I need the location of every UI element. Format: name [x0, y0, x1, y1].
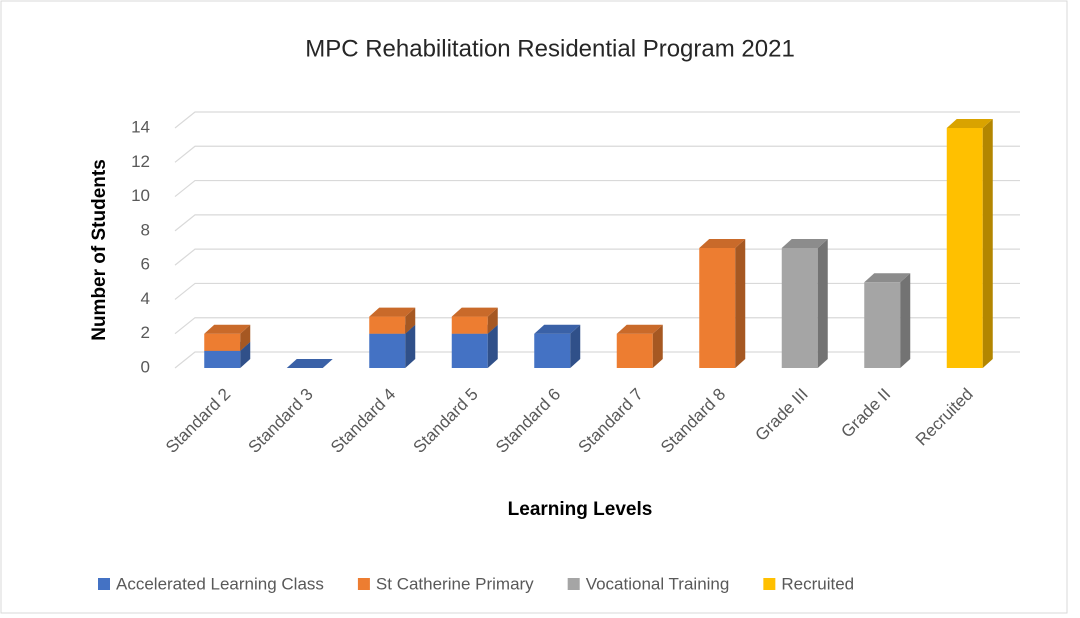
bar-segment — [699, 239, 746, 368]
bar-segment — [451, 307, 498, 334]
bar-top — [451, 307, 498, 317]
bar-segment — [946, 119, 993, 368]
bar-side — [240, 341, 251, 368]
y-tick-label: 4 — [141, 289, 150, 308]
bar-side — [735, 239, 746, 368]
bar-segment — [864, 273, 911, 368]
bar-top — [534, 324, 581, 334]
bar-side — [240, 324, 251, 351]
bar-front — [204, 333, 241, 351]
x-tick-label: Standard 4 — [327, 385, 399, 457]
bar-front — [864, 282, 901, 368]
y-tick-label: 14 — [131, 117, 150, 136]
bar-segment — [781, 239, 828, 368]
bar-segment — [534, 324, 581, 368]
bar-front — [699, 248, 736, 368]
grid-line — [174, 145, 1020, 163]
legend: Accelerated Learning Class St Catherine P… — [98, 574, 854, 593]
bar-front — [534, 333, 571, 368]
legend-swatch — [567, 578, 580, 590]
x-tick-label: Grade III — [752, 385, 812, 445]
bar-side — [487, 307, 498, 334]
bar-segment — [204, 324, 251, 351]
grid-line — [174, 111, 1020, 129]
legend-label: Vocational Training — [586, 574, 730, 593]
x-tick-label: Standard 7 — [574, 385, 646, 457]
bar-top — [204, 324, 251, 334]
x-tick-label: Standard 3 — [244, 385, 316, 457]
bar-side — [487, 324, 498, 368]
bar-side — [570, 324, 581, 368]
grid-line — [174, 248, 1020, 266]
y-tick-label: 8 — [141, 220, 150, 239]
bar-side — [900, 273, 911, 368]
chart-title: MPC Rehabilitation Residential Program 2… — [305, 35, 795, 62]
bar-side — [405, 307, 416, 334]
x-tick-label: Standard 6 — [492, 385, 564, 457]
bar-front — [451, 316, 488, 334]
bar-front — [451, 333, 488, 368]
bar-front — [946, 128, 983, 368]
y-tick-label: 6 — [141, 255, 150, 274]
x-tick-label: Grade II — [837, 385, 894, 442]
x-tick-label: Recruited — [912, 385, 977, 450]
bar-top — [616, 324, 663, 334]
bar-segment — [286, 359, 333, 368]
bar-front — [204, 350, 241, 368]
bar-side — [982, 119, 993, 368]
bar-side — [652, 324, 663, 368]
legend-swatch — [98, 578, 110, 590]
bar-segment — [616, 324, 663, 368]
x-tick-label: Standard 5 — [409, 385, 481, 457]
y-tick-label: 0 — [141, 357, 150, 376]
bar-side — [817, 239, 828, 368]
legend-label: Accelerated Learning Class — [116, 574, 324, 593]
x-axis-title: Learning Levels — [508, 499, 653, 520]
bar-front — [616, 333, 653, 368]
bar-top — [781, 239, 828, 248]
bar-side — [405, 324, 416, 368]
bar-segment — [369, 307, 416, 334]
bar-top — [946, 119, 993, 128]
bar-top — [864, 273, 911, 283]
legend-label: Recruited — [781, 574, 854, 593]
y-tick-label: 12 — [131, 152, 150, 171]
bar-front — [369, 316, 406, 334]
legend-label: St Catherine Primary — [376, 574, 534, 593]
bar-front — [781, 248, 818, 368]
y-tick-label: 10 — [131, 186, 150, 205]
bar-top — [699, 239, 746, 248]
bar-front — [369, 333, 406, 368]
grid-line — [174, 179, 1020, 198]
legend-swatch — [763, 578, 776, 590]
y-tick-label: 2 — [141, 323, 150, 342]
y-axis-title: Number of Students — [89, 159, 110, 341]
x-tick-label: Standard 8 — [657, 385, 729, 457]
legend-swatch — [357, 578, 370, 590]
x-tick-label: Standard 2 — [162, 385, 234, 457]
bar-top — [286, 359, 333, 368]
grid-line — [174, 214, 1020, 232]
bar-top — [369, 307, 416, 317]
